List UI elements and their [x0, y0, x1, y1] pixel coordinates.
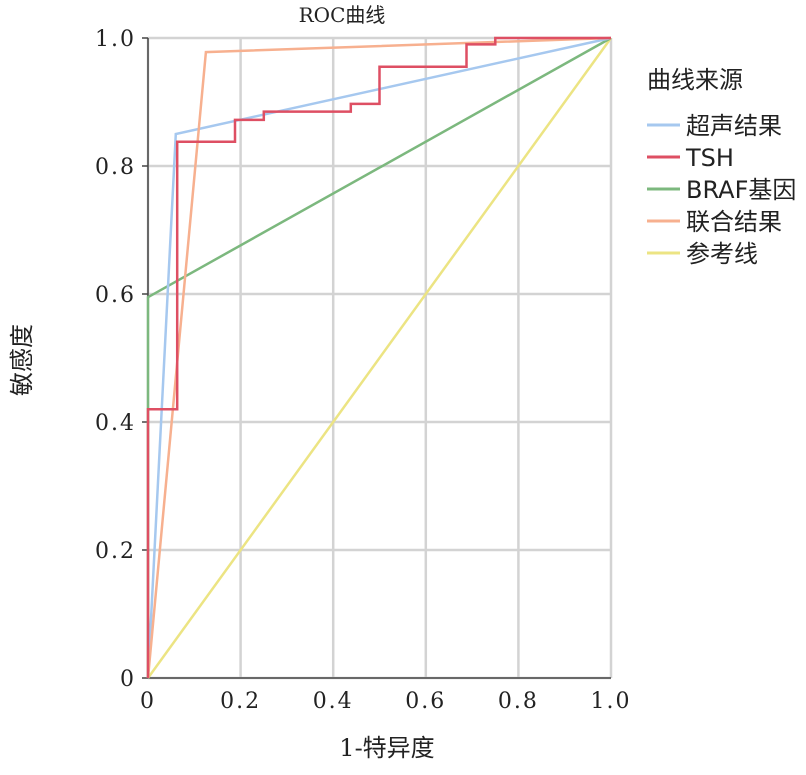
legend-label: 参考线: [686, 240, 758, 268]
y-tick-label: 0.2: [95, 539, 136, 564]
y-axis-label: 敏感度: [8, 324, 36, 396]
x-tick-label: 0: [140, 689, 156, 714]
x-tick-label: 0.4: [313, 689, 354, 714]
x-tick-labels: 0 0.2 0.4 0.6 0.8 1.0: [140, 689, 632, 714]
legend-label: 联合结果: [686, 208, 782, 236]
legend-label: BRAF基因: [686, 176, 796, 204]
legend-label: TSH: [685, 144, 734, 172]
x-axis-label: 1-特异度: [339, 734, 434, 762]
legend-label: 超声结果: [686, 112, 782, 140]
series-line: [146, 37, 613, 679]
series-line: [146, 36, 612, 679]
y-tick-label: 0: [120, 667, 136, 692]
x-tick-label: 0.8: [498, 689, 539, 714]
y-tick-label: 0.8: [95, 155, 136, 180]
chart-title: ROC曲线: [299, 3, 386, 27]
y-tick-label: 0.4: [95, 411, 136, 436]
series-line: [146, 36, 612, 679]
grid-lines: [146, 36, 613, 680]
series-lines: [146, 36, 613, 679]
x-tick-label: 0.2: [220, 689, 261, 714]
y-tick-label: 0.6: [95, 283, 136, 308]
legend-title: 曲线来源: [647, 66, 743, 94]
y-tick-label: 1.0: [95, 27, 136, 52]
x-tick-label: 1.0: [591, 689, 632, 714]
x-tick-label: 0.6: [405, 689, 446, 714]
series-line: [146, 36, 611, 678]
y-tick-labels: 0 0.2 0.4 0.6 0.8 1.0: [95, 27, 136, 692]
